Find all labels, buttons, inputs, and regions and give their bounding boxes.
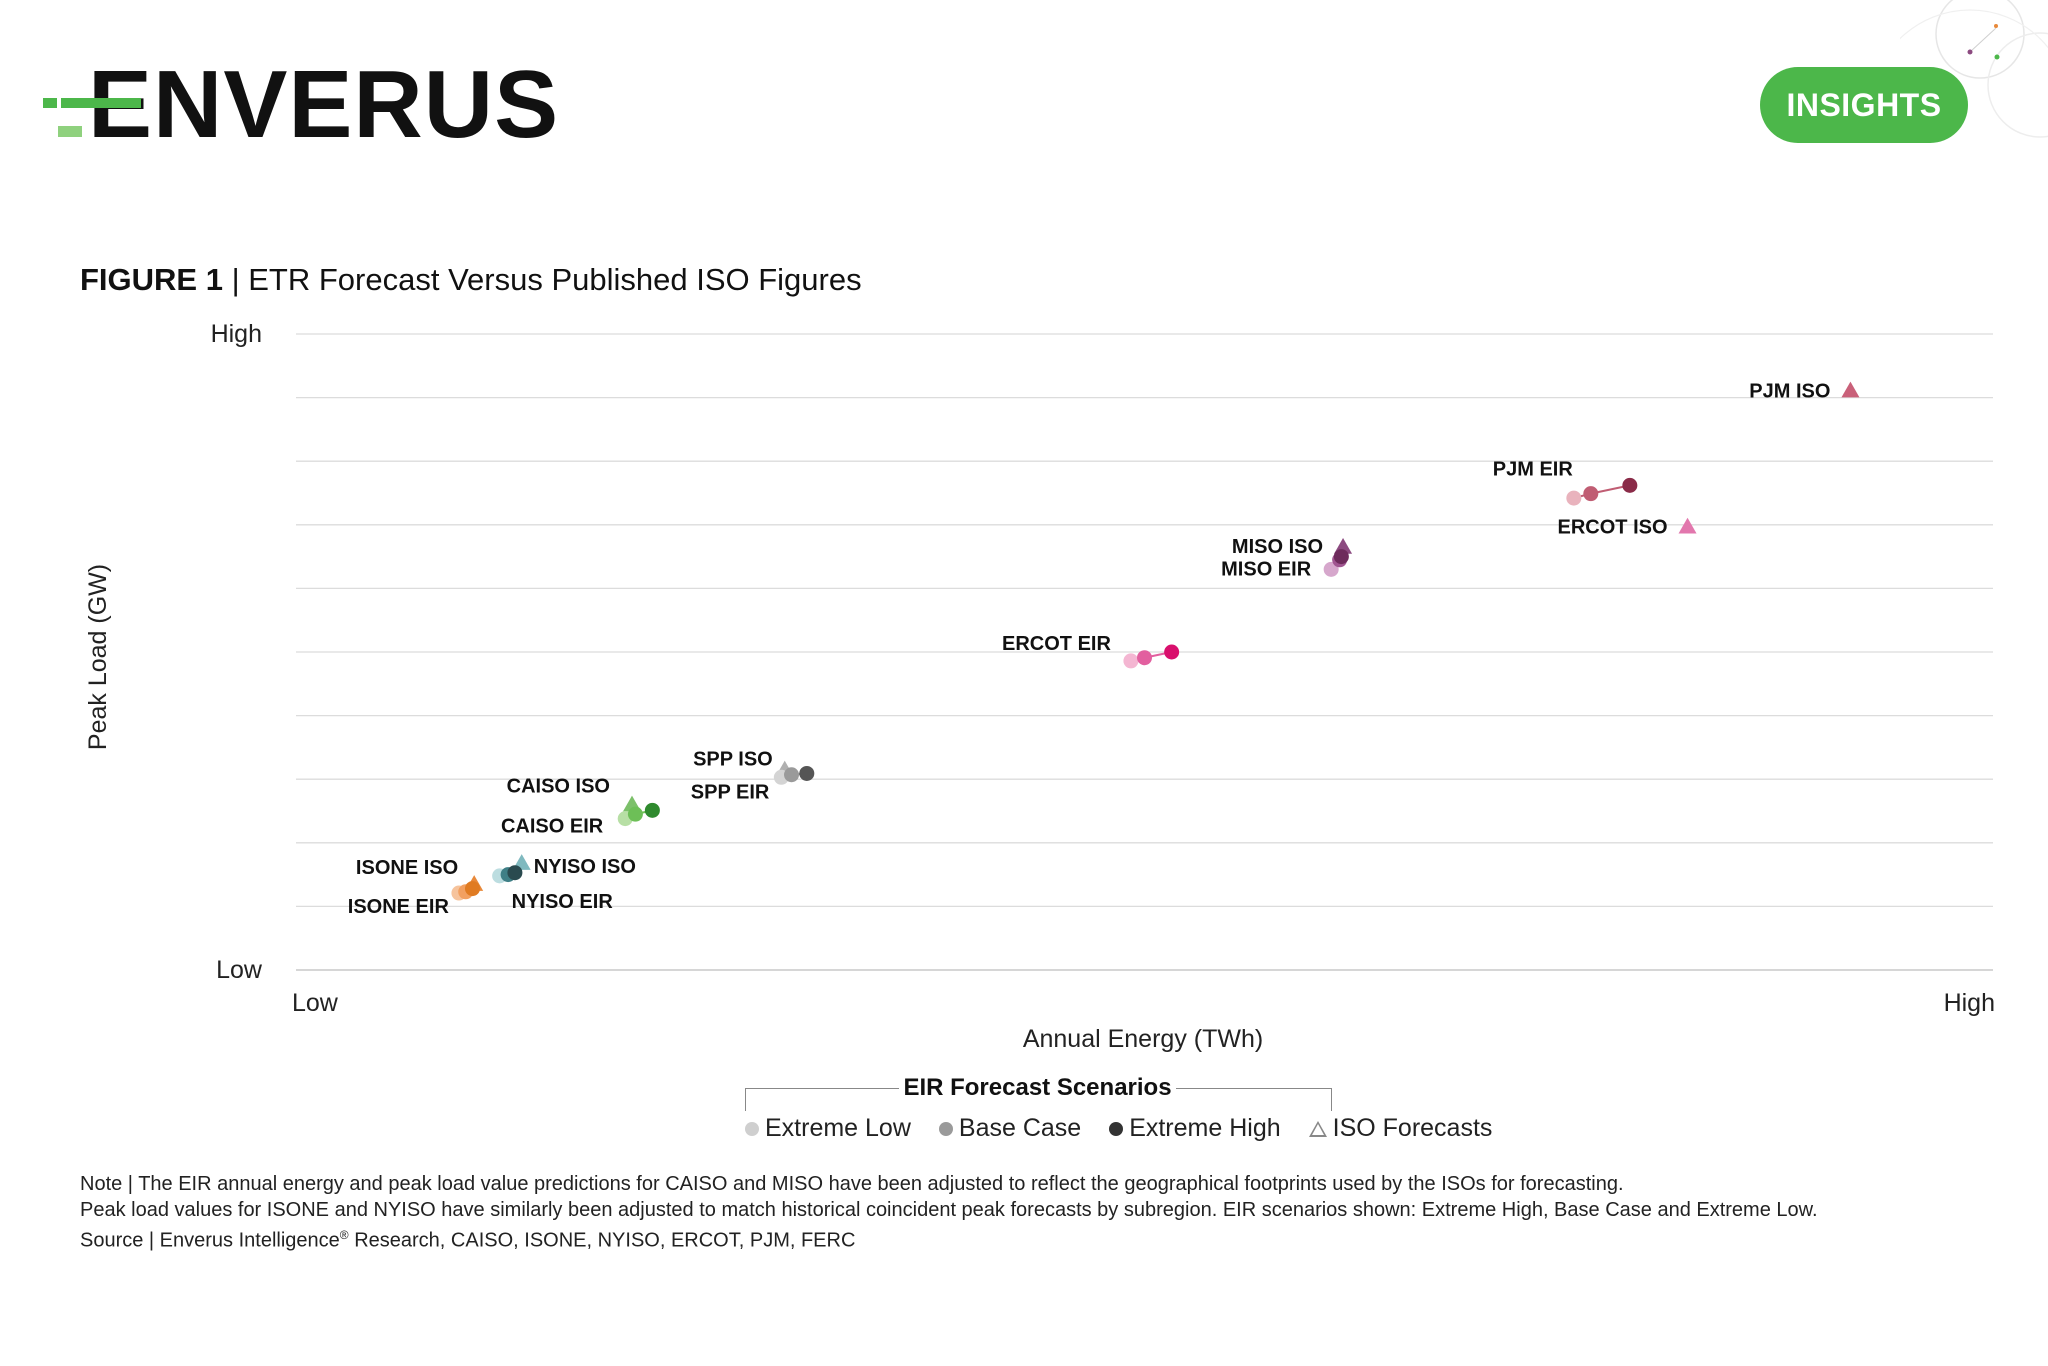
ercot-eir-extreme-high-point bbox=[1164, 644, 1180, 660]
miso-iso-label: MISO ISO bbox=[1232, 536, 1323, 558]
figure-title-text: ETR Forecast Versus Published ISO Figure… bbox=[248, 262, 862, 297]
spp-eir-label: SPP EIR bbox=[691, 781, 770, 803]
pjm-eir-base-case-point bbox=[1583, 486, 1599, 502]
nyiso-eir-label: NYISO EIR bbox=[512, 891, 614, 913]
legend-item-extreme-high: Extreme High bbox=[1109, 1114, 1281, 1143]
pjm-eir-label: PJM EIR bbox=[1493, 459, 1574, 481]
note-line-2: Peak load values for ISONE and NYISO hav… bbox=[80, 1198, 1818, 1221]
ercot-eir-label: ERCOT EIR bbox=[1002, 633, 1111, 655]
caiso-eir-extreme-high-point bbox=[644, 802, 660, 818]
x-tick-label-high: High bbox=[1944, 989, 1995, 1017]
decorative-circles-icon bbox=[1900, 0, 2048, 138]
legend-dot-icon bbox=[1109, 1121, 1124, 1136]
x-axis-title: Annual Energy (TWh) bbox=[1023, 1025, 1263, 1053]
point-labels: ISONE ISO ISONE EIR NYISO ISO NYISO EIR CAIS… bbox=[348, 381, 1831, 918]
spp-iso-label: SPP ISO bbox=[693, 749, 773, 771]
figure-notes: Note | The EIR annual energy and peak lo… bbox=[80, 1172, 1818, 1254]
legend-triangle-icon bbox=[1308, 1120, 1327, 1137]
ercot-iso-triangle bbox=[1678, 517, 1697, 534]
miso-eir-label: MISO EIR bbox=[1221, 558, 1312, 580]
insights-badge: INSIGHTS bbox=[1760, 67, 1968, 143]
legend-dot-icon bbox=[938, 1121, 953, 1136]
nyiso-iso-label: NYISO ISO bbox=[534, 856, 636, 878]
legend-item-extreme-low: Extreme Low bbox=[745, 1114, 911, 1143]
isone-eir-extreme-high-point bbox=[464, 881, 480, 897]
pjm-iso-triangle bbox=[1841, 381, 1860, 398]
isone-eir-label: ISONE EIR bbox=[348, 896, 450, 918]
chart-marks bbox=[451, 381, 1860, 901]
pjm-eir-extreme-high-point bbox=[1622, 477, 1638, 493]
legend-dot-icon bbox=[745, 1121, 759, 1136]
nyiso-eir-extreme-high-point bbox=[507, 865, 523, 881]
note-line-1: Note | The EIR annual energy and peak lo… bbox=[80, 1173, 1624, 1195]
logo-mark-icon bbox=[40, 60, 141, 150]
pjm-eir-extreme-low-point bbox=[1566, 490, 1582, 506]
legend-title: EIR Forecast Scenarios bbox=[745, 1074, 1330, 1102]
ercot-iso-label: ERCOT ISO bbox=[1558, 517, 1668, 539]
ercot-eir-base-case-point bbox=[1137, 650, 1152, 666]
legend-items: Extreme Low Base Case Extreme High ISO F… bbox=[745, 1114, 1492, 1143]
isone-iso-label: ISONE ISO bbox=[356, 857, 458, 879]
figure-separator: | bbox=[222, 262, 249, 297]
caiso-iso-label: CAISO ISO bbox=[507, 776, 610, 798]
legend: EIR Forecast Scenarios Extreme Low Base … bbox=[745, 1070, 1492, 1230]
y-axis-title: Peak Load (GW) bbox=[84, 564, 112, 750]
pjm-eir-line bbox=[1573, 484, 1631, 500]
figure-title: FIGURE 1 | ETR Forecast Versus Published… bbox=[80, 262, 862, 298]
y-tick-label-low: Low bbox=[216, 956, 263, 984]
figure-label: FIGURE 1 bbox=[80, 262, 223, 297]
ercot-eir-extreme-low-point bbox=[1123, 653, 1139, 669]
axis-labels: High Low Low High Annual Energy (TWh) Peak Lo… bbox=[84, 320, 1995, 1053]
legend-item-iso-forecasts: ISO Forecasts bbox=[1308, 1114, 1492, 1143]
y-tick-label-high: High bbox=[211, 320, 262, 348]
spp-eir-base-case-point bbox=[784, 767, 800, 783]
x-tick-label-low: Low bbox=[292, 989, 339, 1017]
spp-eir-extreme-high-point bbox=[799, 765, 815, 781]
miso-eir-extreme-high-point bbox=[1333, 549, 1349, 565]
caiso-eir-label: CAISO EIR bbox=[501, 816, 604, 838]
source-line: Source | Enverus Intelligence® Research,… bbox=[80, 1228, 856, 1252]
enverus-logo: ENVERUS bbox=[40, 51, 560, 158]
legend-item-base-case: Base Case bbox=[938, 1114, 1081, 1143]
caiso-eir-base-case-point bbox=[627, 806, 643, 822]
logo-text: ENVERUS bbox=[88, 51, 560, 158]
pjm-iso-label: PJM ISO bbox=[1749, 381, 1830, 403]
